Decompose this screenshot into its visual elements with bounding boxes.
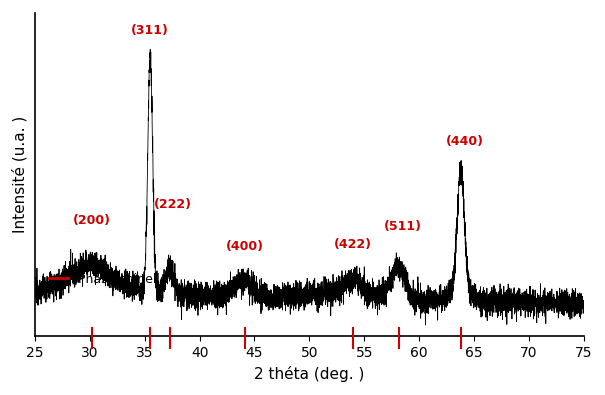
Text: (200): (200) — [73, 214, 111, 226]
Legend: Phase spinelle: Phase spinelle — [44, 268, 172, 291]
Text: (511): (511) — [384, 220, 422, 233]
Text: (311): (311) — [131, 24, 169, 37]
Text: (440): (440) — [446, 135, 484, 148]
Text: (222): (222) — [154, 198, 192, 211]
Text: (422): (422) — [334, 238, 372, 251]
Text: (400): (400) — [226, 240, 264, 253]
Y-axis label: Intensité (u.a. ): Intensité (u.a. ) — [13, 116, 28, 233]
X-axis label: 2 théta (deg. ): 2 théta (deg. ) — [254, 367, 365, 382]
